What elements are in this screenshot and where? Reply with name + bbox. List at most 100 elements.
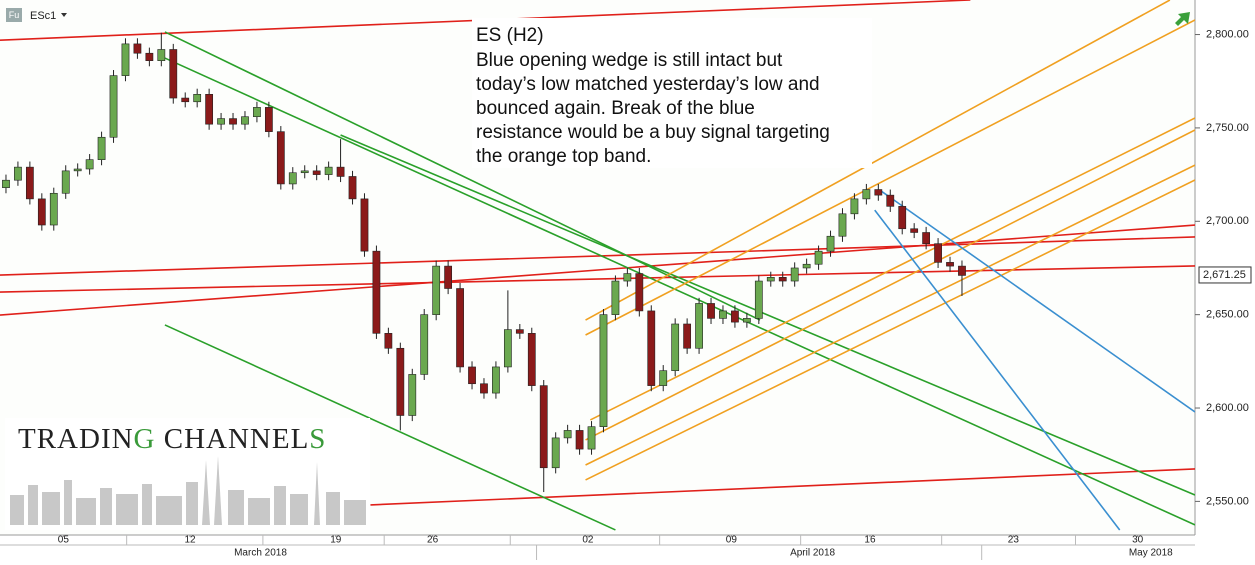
candle-body <box>742 318 751 323</box>
candle-body <box>109 75 118 138</box>
candle-body <box>946 262 954 267</box>
candle-body <box>360 198 369 252</box>
candle-body <box>312 170 321 175</box>
candle-body <box>408 374 417 416</box>
candle-body <box>886 194 895 207</box>
candle-body <box>396 347 405 416</box>
candle-body <box>49 192 58 226</box>
candle-body <box>695 303 703 349</box>
y-tick-label: 2,550.00 <box>1206 495 1249 507</box>
candle-body <box>324 166 333 175</box>
axes: 2,550.00 2,600.00 2,650.00 2,700.00 2,750.00… <box>58 28 1252 560</box>
candle-body <box>145 52 154 61</box>
annotation-bg <box>472 18 872 168</box>
candle-body <box>468 366 476 385</box>
trend-line <box>589 117 1195 421</box>
candle-body <box>647 310 656 386</box>
x-tick-label: 23 <box>1008 535 1020 546</box>
candle-body <box>61 170 70 194</box>
candles <box>2 32 966 493</box>
candle-body <box>766 277 775 282</box>
candle-body <box>635 273 644 312</box>
candle-body <box>539 385 548 469</box>
trend-line <box>585 164 1195 466</box>
candle-body <box>205 94 214 125</box>
y-tick-label: 2,600.00 <box>1206 402 1249 414</box>
candle-body <box>683 323 692 349</box>
candle-body <box>276 131 285 185</box>
candle-body <box>432 265 441 315</box>
trend-line <box>585 179 1195 481</box>
month-label: April 2018 <box>790 548 835 559</box>
candle-body <box>862 189 871 200</box>
trend-line <box>585 0 1171 321</box>
candle-body <box>288 172 297 185</box>
y-tick-label: 2,750.00 <box>1206 122 1249 134</box>
candle-body <box>264 107 273 132</box>
candle-body <box>922 232 931 244</box>
candle-body <box>492 366 500 394</box>
candle-body <box>348 176 357 200</box>
candle-body <box>778 277 787 282</box>
candle-body <box>575 430 584 450</box>
x-tick-label: 26 <box>427 535 439 546</box>
candle-body <box>253 107 261 118</box>
trend-line <box>370 468 1195 506</box>
annotation-line: ES (H2) <box>476 25 544 46</box>
x-axis-area <box>0 535 1195 560</box>
month-label: March 2018 <box>234 548 287 559</box>
trend-line <box>0 224 1195 316</box>
candle-body <box>85 159 94 170</box>
candle-body <box>874 189 883 196</box>
symbol[interactable]: ESc1 <box>30 10 56 22</box>
candle-body <box>480 383 488 394</box>
trend-icon[interactable] <box>1175 12 1190 26</box>
candle-body <box>169 49 178 99</box>
candle-body <box>898 206 907 230</box>
candle-body <box>563 430 572 439</box>
candle-body <box>181 97 190 103</box>
candle-body <box>934 243 942 263</box>
candle-body <box>910 228 919 233</box>
x-tick-label: 19 <box>330 535 342 546</box>
candle-body <box>420 314 429 375</box>
candle-body <box>515 329 524 334</box>
candle-body <box>157 49 166 61</box>
candle-body <box>707 303 715 319</box>
annotation-line: bounced again. Break of the blue <box>476 98 755 119</box>
candle-body <box>456 288 464 368</box>
trend-line <box>164 324 616 531</box>
last-price-label: 2,671.25 <box>1203 269 1246 281</box>
candle-body <box>623 273 632 282</box>
candle-body <box>193 94 202 103</box>
trend-line <box>340 134 1195 496</box>
x-tick-label: 09 <box>726 535 738 546</box>
y-tick-label: 2,800.00 <box>1206 28 1249 40</box>
trend-line <box>585 129 1195 441</box>
candle-body <box>300 170 309 174</box>
candle-body <box>802 263 811 269</box>
x-tick-label: 30 <box>1132 535 1144 546</box>
candle-body <box>25 166 34 200</box>
trend-line <box>0 265 1195 293</box>
trend-line <box>164 57 1195 526</box>
candle-body <box>551 437 560 469</box>
candle-body <box>444 265 453 289</box>
candle-body <box>659 370 668 386</box>
candle-body <box>121 43 130 76</box>
candle-body <box>790 267 799 282</box>
candle-body <box>503 329 512 368</box>
candle-body <box>719 310 727 319</box>
candle-body <box>754 280 763 319</box>
candle-body <box>671 323 680 371</box>
logo-part: S <box>309 423 326 455</box>
dropdown-arrow[interactable] <box>61 13 67 17</box>
trend-line <box>879 189 1195 413</box>
candle-body <box>241 116 249 125</box>
candle-body <box>133 43 142 54</box>
logo-part: G <box>134 423 156 455</box>
candle-body <box>2 179 10 188</box>
skyline <box>10 456 366 525</box>
x-tick-label: 02 <box>582 535 594 546</box>
